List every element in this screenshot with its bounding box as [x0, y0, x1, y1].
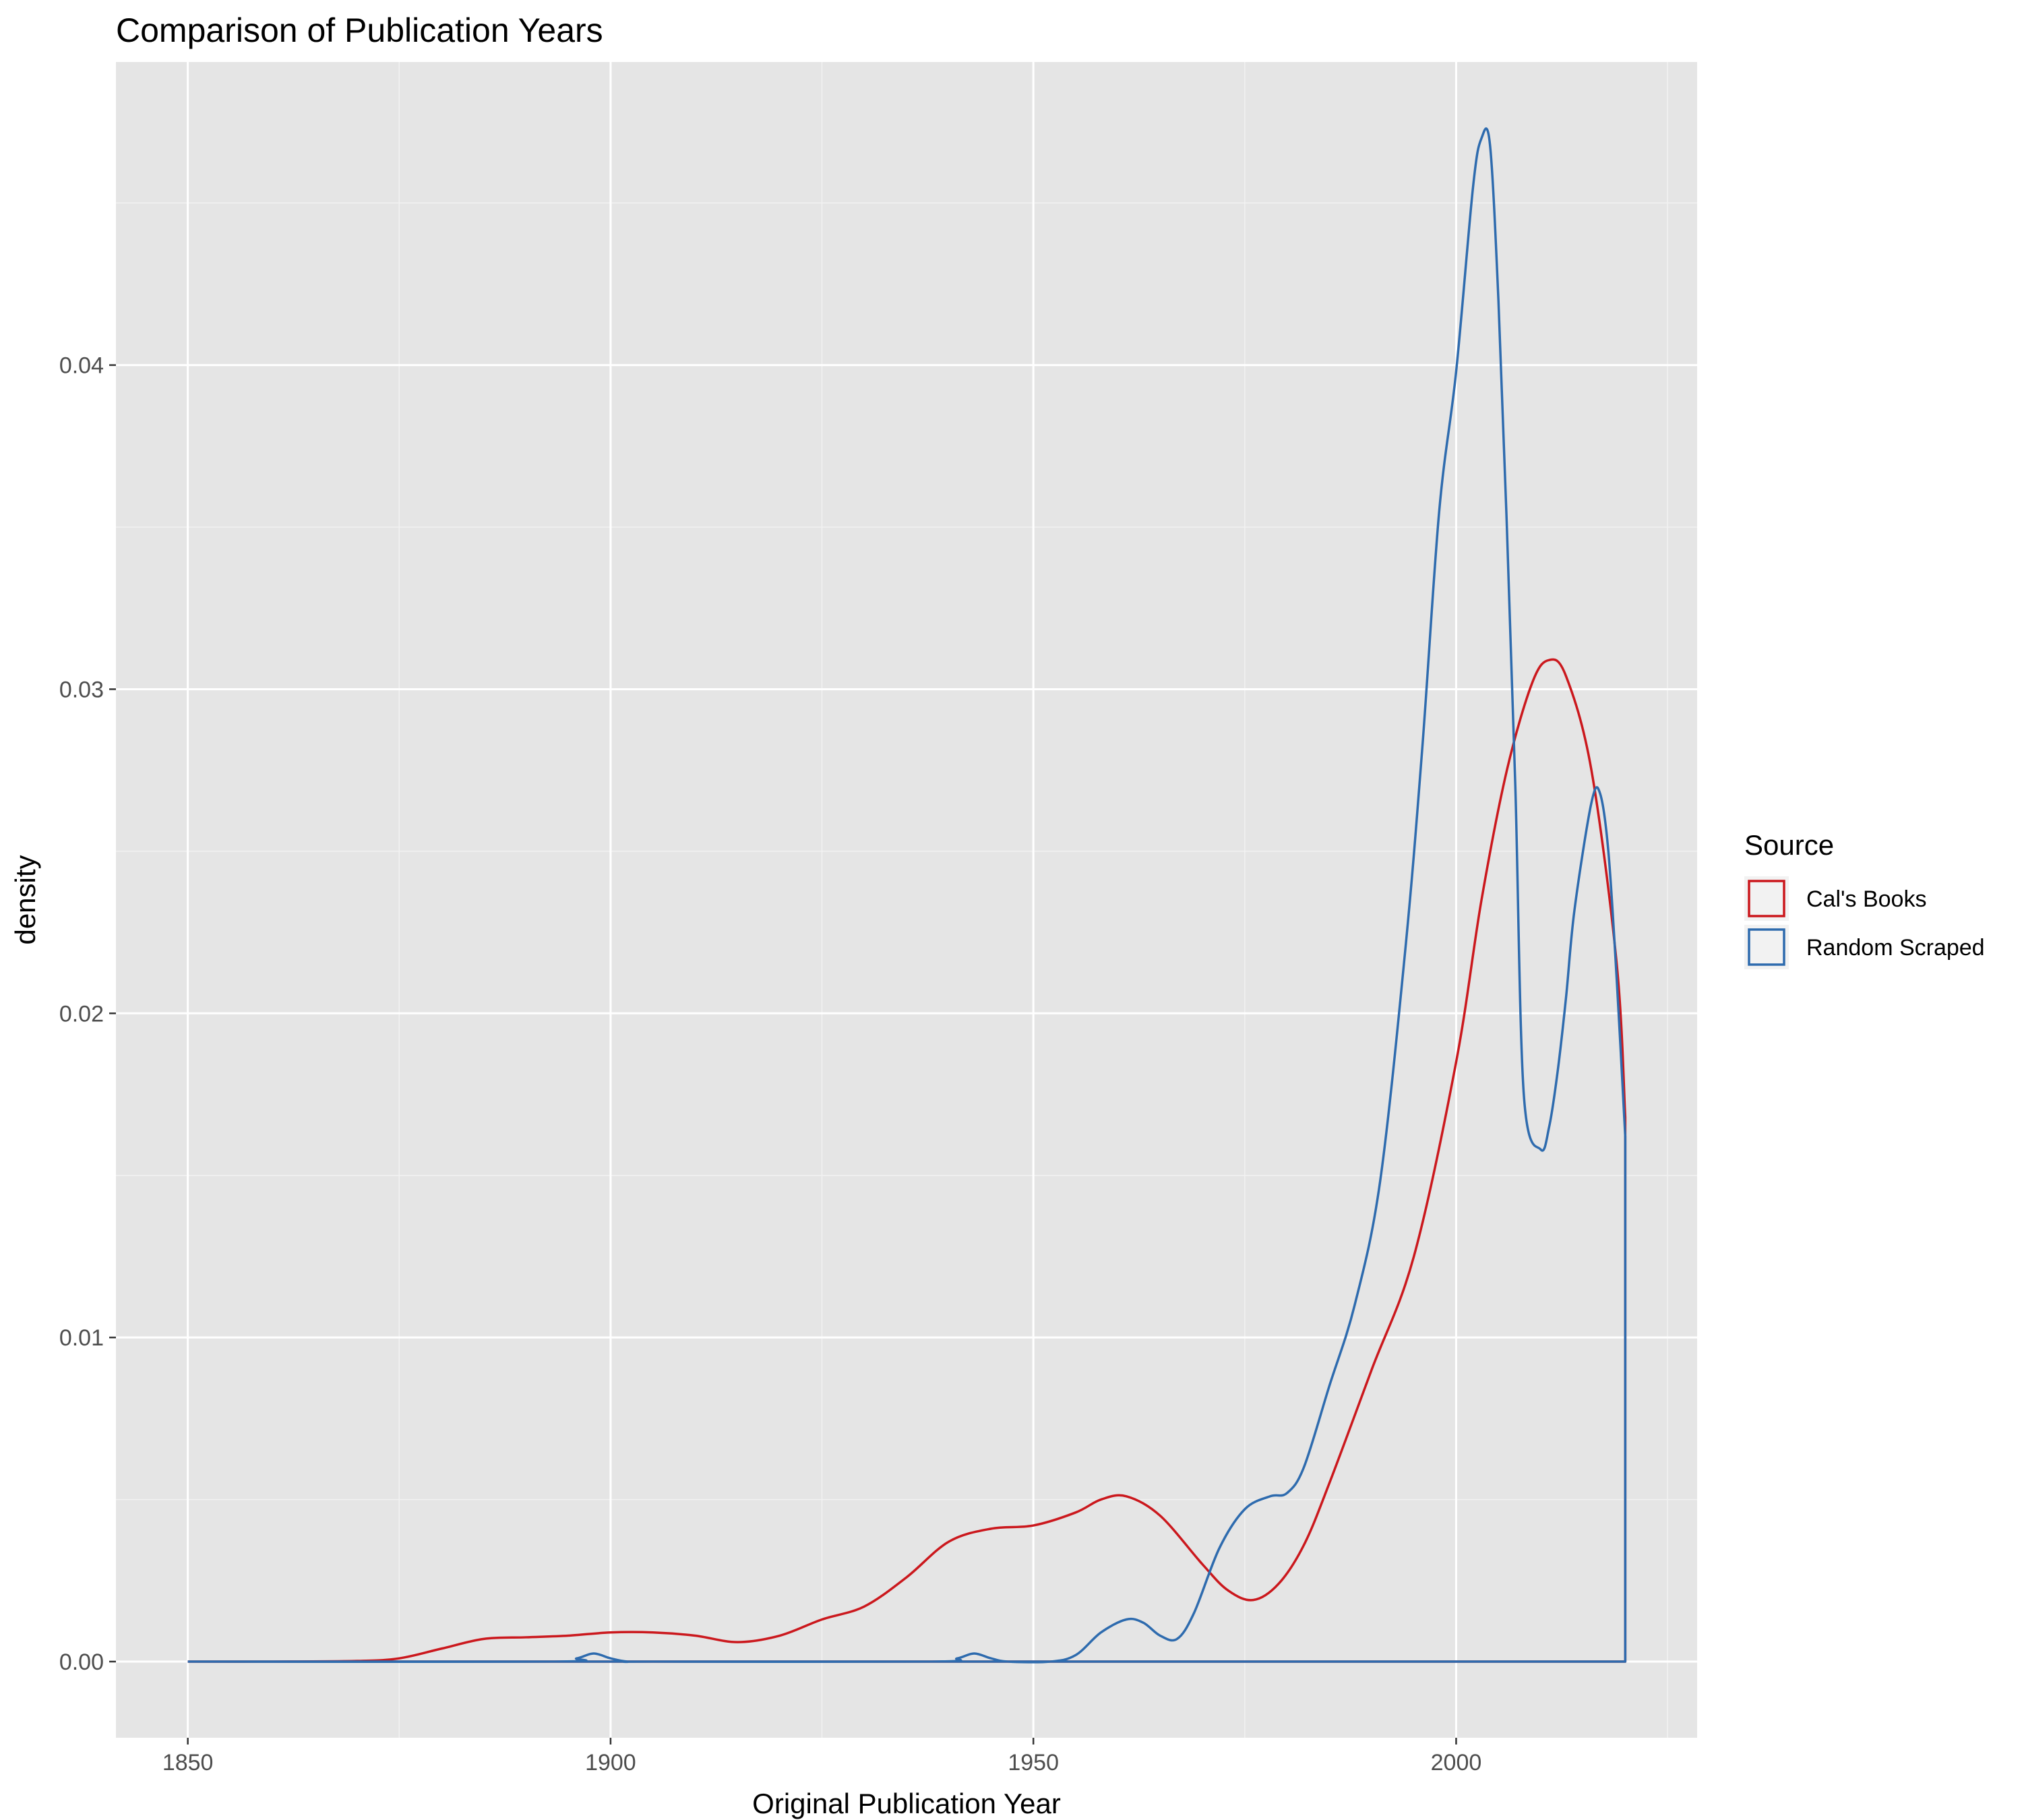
legend-key-cals-books [1748, 880, 1785, 917]
x-tick-label: 1900 [585, 1750, 636, 1776]
x-tick-label: 1950 [1008, 1750, 1059, 1776]
series-line-cals-books [187, 658, 1627, 1663]
y-tick-label: 0.02 [59, 1001, 104, 1027]
minor-gridlines [116, 62, 1697, 1738]
plot-panel [116, 62, 1697, 1738]
legend-key-bg [1744, 925, 1789, 969]
x-axis-title: Original Publication Year [752, 1788, 1061, 1819]
y-axis-title: density [9, 855, 41, 944]
series-line-random-scraped [187, 127, 1627, 1664]
legend-key-random-scraped [1748, 928, 1785, 966]
legend-label: Random Scraped [1806, 935, 1985, 961]
x-tick-label: 1850 [162, 1750, 214, 1776]
y-tick-label: 0.03 [59, 677, 104, 702]
chart-title: Comparison of Publication Years [116, 11, 603, 49]
legend-title: Source [1744, 829, 1834, 861]
legend: Source Cal's Books Random Scraped [1744, 829, 1985, 969]
y-tick-label: 0.00 [59, 1649, 104, 1675]
legend-label: Cal's Books [1806, 886, 1926, 912]
x-tick-label: 2000 [1431, 1750, 1482, 1776]
y-tick-label: 0.04 [59, 353, 104, 379]
series-layer [187, 127, 1627, 1664]
y-axis: 0.00 0.01 0.02 0.03 0.04 [59, 353, 116, 1675]
x-axis: 1850 1900 1950 2000 [162, 1738, 1481, 1776]
y-tick-label: 0.01 [59, 1325, 104, 1351]
legend-key-bg [1744, 876, 1789, 921]
